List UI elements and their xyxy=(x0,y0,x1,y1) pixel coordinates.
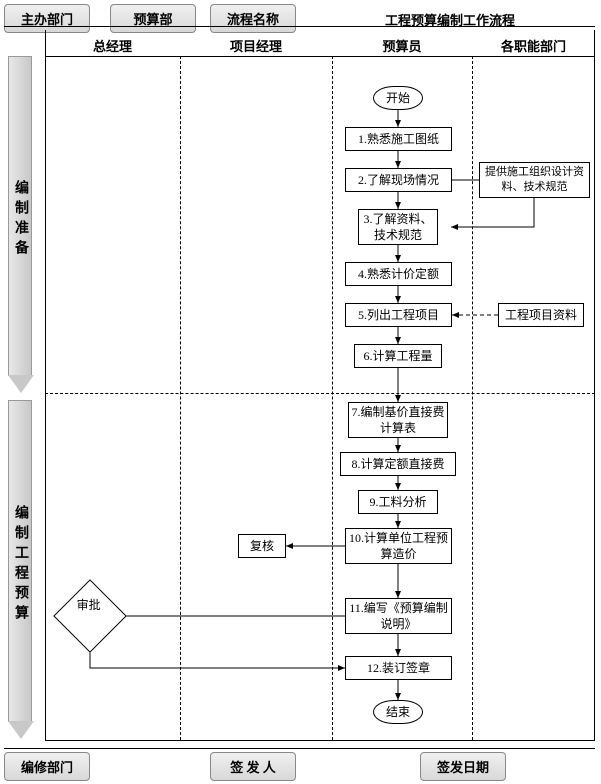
lane-header-funcs: 各职能部门 xyxy=(472,32,595,59)
phase-label-prep: 编制准备 xyxy=(8,150,32,290)
tab-edit-dept: 编修部门 xyxy=(4,752,90,781)
node-review: 复核 xyxy=(238,534,286,558)
node-5: 5.列出工程项目 xyxy=(345,303,452,327)
page-title: 工程预算编制工作流程 xyxy=(310,6,590,33)
node-3: 3.了解资料、技术规范 xyxy=(358,209,438,245)
tab-budget-dept: 预算部 xyxy=(110,4,196,33)
lane-header-pm: 项目经理 xyxy=(180,32,332,59)
node-11: 11.编写《预算编制说明》 xyxy=(345,598,452,634)
tab-issuer: 签 发 人 xyxy=(210,752,296,781)
tab-issue-date: 签发日期 xyxy=(420,752,506,781)
node-approve-label: 审批 xyxy=(77,596,127,613)
node-6: 6.计算工程量 xyxy=(354,344,442,368)
tab-host-dept: 主办部门 xyxy=(4,4,90,33)
node-ext2: 工程项目资料 xyxy=(498,303,584,327)
node-4: 4.熟悉计价定额 xyxy=(345,262,452,286)
lane-header-gm: 总经理 xyxy=(45,32,180,59)
node-7: 7.编制基价直接费计算表 xyxy=(348,402,448,438)
node-9: 9.工料分析 xyxy=(358,490,438,514)
tab-flow-name: 流程名称 xyxy=(210,4,296,33)
node-2: 2.了解现场情况 xyxy=(345,168,452,192)
node-10: 10.计算单位工程预算造价 xyxy=(345,528,452,564)
node-8: 8.计算定额直接费 xyxy=(340,452,456,476)
node-12: 12.装订签章 xyxy=(345,656,452,680)
phase-label-compile: 编制工程预算 xyxy=(8,470,32,660)
lane-header-estimator: 预算员 xyxy=(332,32,472,59)
node-end: 结束 xyxy=(373,700,423,724)
node-1: 1.熟悉施工图纸 xyxy=(345,127,452,151)
node-ext1: 提供施工组织设计资料、技术规范 xyxy=(479,162,590,198)
node-start: 开始 xyxy=(373,86,423,110)
